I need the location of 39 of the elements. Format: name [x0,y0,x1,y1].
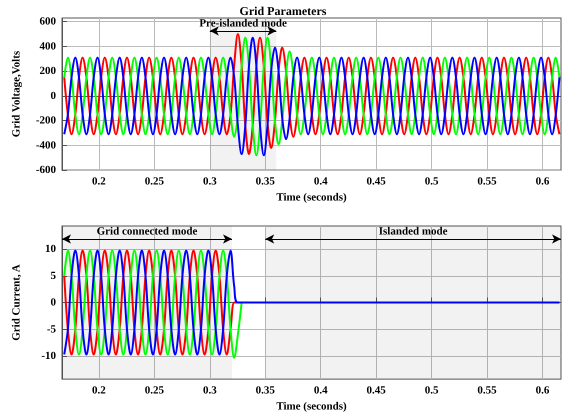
x-tick-label: 0.35 [256,384,276,397]
x-tick-label: 0.5 [424,384,439,397]
y-tick-label: 600 [40,16,56,28]
y-tick-label: -10 [41,350,56,362]
x-tick-label: 0.55 [477,176,498,188]
x-tick-label: 0.6 [536,176,550,188]
x-tick-label: 0.6 [536,384,550,397]
y-axis-title: Grid Voltage,Volts [10,50,22,138]
y-tick-label: 200 [40,65,56,78]
x-tick-label: 0.3 [202,176,218,188]
y-tick-label: 10 [45,243,56,256]
band-label: Pre-islanded mode [199,17,287,30]
band-label: Grid connected mode [96,226,198,238]
y-tick-label: 0 [50,296,56,309]
y-axis-title: Grid Current, A [10,264,22,341]
x-tick-label: 0.2 [92,384,106,397]
x-tick-label: 0.25 [144,176,164,188]
x-axis-title: Time (seconds) [276,400,348,412]
y-tick-label: 0 [50,90,56,102]
chart-title: Grid Parameters [240,4,327,18]
y-tick-label: -5 [46,323,56,336]
x-tick-label: 0.45 [366,176,386,188]
x-tick-label: 0.45 [366,384,386,397]
y-tick-label: -400 [36,139,56,152]
y-tick-label: 400 [40,40,56,52]
x-axis-title: Time (seconds) [276,192,348,204]
x-tick-label: 0.35 [256,176,276,188]
x-tick-label: 0.3 [202,384,218,397]
band-label: Islanded mode [378,226,448,238]
x-tick-label: 0.2 [92,176,106,188]
x-tick-label: 0.4 [314,384,328,397]
x-tick-label: 0.25 [144,384,164,397]
x-tick-label: 0.55 [477,384,498,397]
y-tick-label: 5 [50,270,56,282]
x-tick-label: 0.4 [314,176,328,188]
y-tick-label: -600 [36,164,56,176]
line-series [63,250,560,356]
x-tick-label: 0.5 [424,176,439,188]
y-tick-label: -200 [36,114,56,127]
